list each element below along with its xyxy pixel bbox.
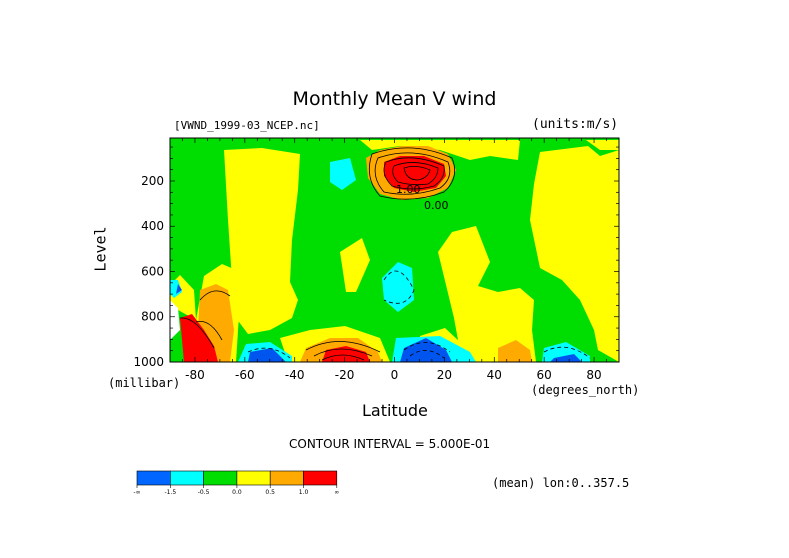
legend-swatch	[236, 470, 271, 486]
contour-label: 0.00	[424, 199, 449, 212]
x-tick-label: -60	[235, 368, 255, 382]
x-tick-label: 40	[487, 368, 502, 382]
axis-ticks: -80 -60 -40 -20 0 20 40 60 80 200 400 600 800 1000	[133, 138, 620, 382]
x-tick-label: -20	[335, 368, 355, 382]
contour-line-15	[543, 346, 591, 359]
contour-line-5	[305, 341, 381, 353]
legend-tick-label: 0.0	[232, 489, 242, 496]
x-axis-label: Latitude	[362, 401, 428, 420]
field-region-pos-10	[268, 176, 286, 194]
field-region-strong_neg-18	[248, 348, 286, 362]
legend-tick-label: 1.0	[299, 489, 309, 496]
y-axis-units: (millibar)	[108, 376, 181, 390]
legend-tick-label: -∞	[133, 489, 140, 496]
y-tick-label: 400	[141, 219, 164, 233]
contour-line-13	[247, 347, 291, 359]
field-region-mid_pos-24	[498, 340, 532, 362]
contour-line-2	[383, 157, 445, 190]
legend-tick-label: -1.5	[164, 489, 176, 496]
legend-tick-label: -0.5	[198, 489, 210, 496]
field-region-strong_pos-26	[180, 314, 218, 362]
contour-line-11	[403, 342, 451, 353]
x-tick-label: 0	[391, 368, 399, 382]
x-tick-label: 20	[437, 368, 452, 382]
field-region-strong_neg-20	[550, 354, 582, 362]
contour-line-9	[195, 321, 223, 341]
legend-tick-label: ∞	[334, 489, 339, 496]
field-region-neg-16	[170, 280, 182, 298]
contour-lines: 1.000.00	[179, 147, 591, 361]
field-region-pos-4	[530, 146, 619, 362]
field-region-pos-7	[360, 140, 520, 160]
chart-title: Monthly Mean V wind	[292, 88, 497, 110]
field-region-strong_neg-19	[176, 284, 182, 294]
y-axis-label: Level	[91, 226, 110, 272]
y-tick-label: 800	[141, 310, 164, 324]
subset-text: (mean) lon:0..357.5	[492, 476, 630, 490]
x-tick-label: -80	[185, 368, 205, 382]
contour-line-6	[313, 348, 373, 357]
legend-swatch	[269, 470, 304, 486]
contour-line-8	[199, 290, 231, 301]
contour-line-14	[383, 270, 415, 304]
legend-swatch	[170, 470, 204, 486]
field-region-neg-11	[330, 158, 356, 190]
contour-line-4	[403, 166, 431, 181]
legend-tick-label: 0.5	[265, 489, 275, 496]
x-axis-units: (degrees_north)	[531, 383, 640, 397]
contour-line-3	[392, 162, 439, 186]
contour-line-1	[374, 152, 451, 195]
x-tick-label: 80	[586, 368, 601, 382]
units-label: (units:m/s)	[532, 117, 619, 132]
legend-swatch	[136, 470, 171, 486]
field-region-pos-0	[224, 148, 300, 334]
legend-swatch	[203, 470, 238, 486]
field-region-pos-3	[438, 226, 536, 362]
x-tick-label: 60	[537, 368, 552, 382]
contour-line-10	[179, 317, 215, 349]
field-region-neg-15	[542, 342, 590, 362]
dataset-label: [VWND_1999-03_NCEP.nc]	[174, 119, 320, 132]
y-tick-label: 1000	[133, 355, 164, 369]
contour-fields	[170, 138, 619, 362]
field-region-neg-12	[382, 262, 414, 312]
field-region-white-28	[170, 300, 180, 340]
legend-swatch	[303, 470, 338, 486]
contour-line-7	[321, 354, 365, 361]
colorbar-legend: -∞ -1.5 -0.5 0.0 0.5 1.0 ∞	[133, 470, 339, 496]
contour-line-0	[368, 147, 456, 200]
y-tick-label: 200	[141, 174, 164, 188]
contour-interval-text: CONTOUR INTERVAL = 5.000E-01	[289, 437, 491, 451]
contour-label: 1.00	[396, 183, 421, 196]
contour-line-12	[409, 350, 445, 359]
x-tick-label: -40	[285, 368, 305, 382]
y-tick-label: 600	[141, 264, 164, 278]
field-region-pos-2	[340, 238, 370, 292]
field-region-strong_neg-17	[400, 338, 452, 362]
